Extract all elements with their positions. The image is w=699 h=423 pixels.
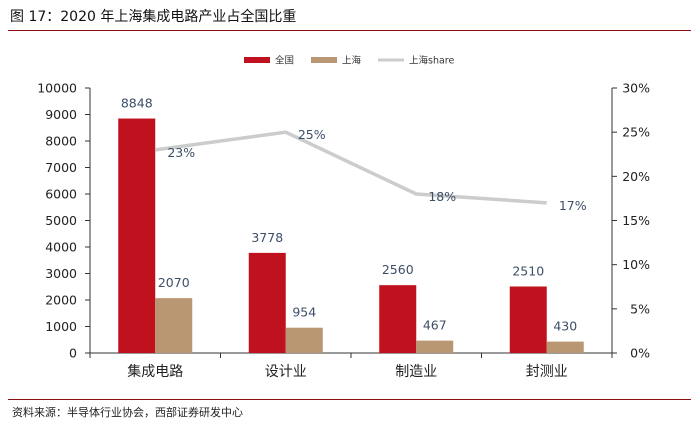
x-tick-label: 封测业 [526, 364, 568, 380]
bar-national [118, 118, 156, 353]
label-national: 2560 [382, 262, 414, 277]
bar-shanghai [285, 327, 323, 353]
left-tick-label: 3000 [45, 266, 77, 281]
left-tick-label: 7000 [45, 160, 77, 175]
label-shanghai: 430 [553, 319, 577, 334]
label-national: 8848 [121, 96, 153, 111]
bar-national [248, 252, 286, 353]
bar-national [379, 285, 417, 353]
x-tick-label: 集成电路 [127, 363, 183, 380]
right-tick-label: 5% [630, 301, 650, 316]
bar-shanghai [546, 341, 584, 353]
left-tick-label: 4000 [45, 240, 77, 255]
legend-national-label: 全国 [275, 55, 294, 67]
bar-national [509, 286, 547, 353]
right-tick-label: 20% [622, 169, 650, 184]
label-shanghai: 2070 [158, 275, 190, 290]
label-share: 25% [298, 127, 326, 142]
legend-shanghai-label: 上海 [342, 55, 362, 67]
label-share: 17% [559, 198, 587, 213]
right-tick-label: 30% [622, 81, 650, 96]
label-shanghai: 954 [292, 305, 316, 320]
data-labels: 8848 3778 2560 2510 2070 954 467 430 23% 25% 18% 17… [121, 96, 587, 334]
source-note: 资料来源：半导体行业协会，西部证券研发中心 [12, 406, 243, 419]
share-series-line [155, 130, 547, 205]
label-national: 3778 [251, 230, 283, 245]
label-shanghai: 467 [423, 318, 447, 333]
left-tick-label: 1000 [45, 319, 77, 334]
chart-title: 图 17：2020 年上海集成电路产业占全国比重 [10, 9, 297, 25]
left-tick-label: 0 [69, 346, 77, 361]
label-share: 23% [167, 145, 195, 160]
bars [118, 118, 584, 353]
right-tick-label: 10% [622, 257, 650, 272]
x-tick-label: 设计业 [265, 364, 307, 380]
left-tick-label: 8000 [45, 134, 77, 149]
bar-shanghai [416, 340, 454, 353]
axes: 0 1000 2000 3000 4000 5000 6000 7000 8000 9000 100… [37, 81, 650, 381]
right-tick-label: 15% [622, 213, 650, 228]
left-tick-label: 5000 [45, 213, 77, 228]
left-tick-label: 10000 [37, 81, 77, 96]
legend-national-swatch [244, 57, 270, 63]
legend: 全国 上海 上海share [244, 55, 454, 67]
right-tick-label: 25% [622, 125, 650, 140]
source-divider [8, 399, 691, 400]
legend-share-label: 上海share [409, 55, 454, 67]
label-national: 2510 [512, 263, 544, 278]
left-tick-label: 9000 [45, 107, 77, 122]
share-line [155, 130, 547, 205]
bar-shanghai [155, 298, 193, 353]
title-divider [8, 30, 691, 31]
x-tick-label: 制造业 [395, 364, 437, 380]
left-tick-label: 2000 [45, 293, 77, 308]
legend-shanghai-swatch [311, 57, 337, 63]
right-tick-label: 0% [630, 346, 650, 361]
left-tick-label: 6000 [45, 187, 77, 202]
label-share: 18% [428, 189, 456, 204]
